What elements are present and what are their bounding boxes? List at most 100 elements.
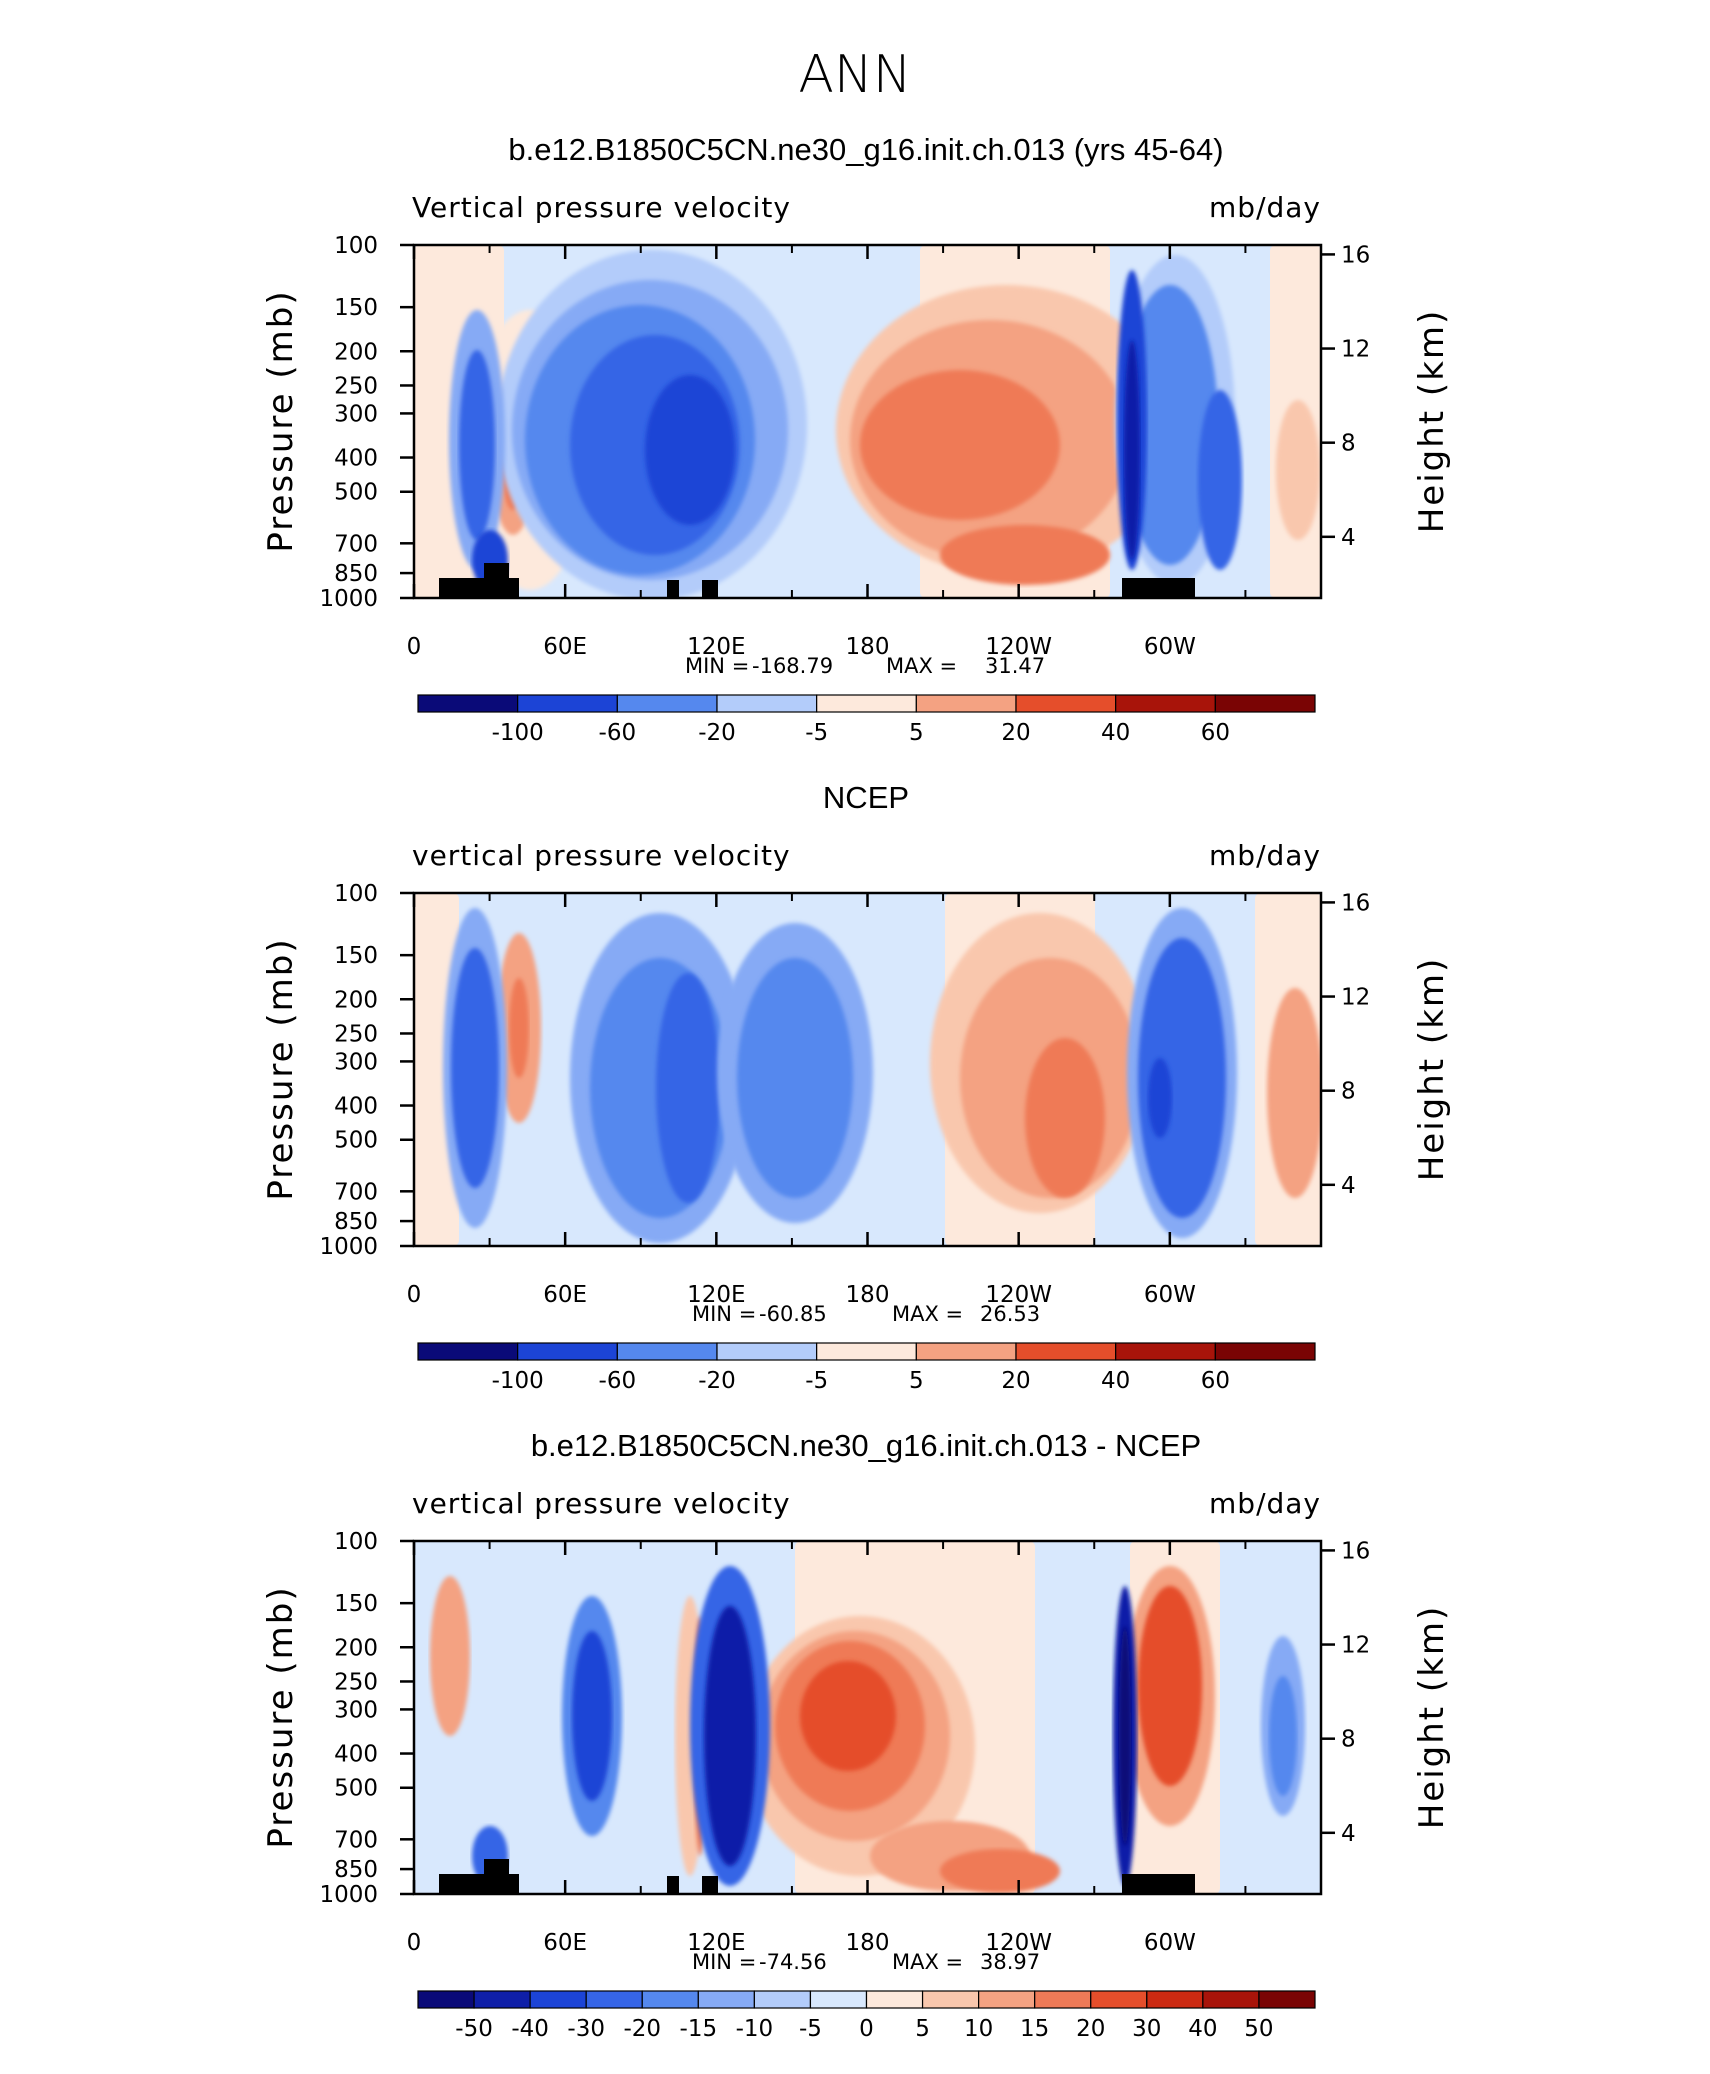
contour-blob <box>509 978 529 1078</box>
y-tick-label: 850 <box>334 1209 378 1235</box>
contour-blob <box>1148 1058 1172 1138</box>
contour-blob <box>1138 938 1226 1218</box>
plot-area <box>412 891 1323 1248</box>
x-tick-label: 60E <box>543 634 587 660</box>
colorbar-label: 20 <box>1001 1368 1030 1394</box>
contour-blob <box>800 1661 896 1771</box>
y-tick-label: 250 <box>334 1669 378 1695</box>
pressure-axis-title: Pressure (mb) <box>261 937 301 1200</box>
topography-block <box>484 1859 509 1894</box>
pressure-axis-title: Pressure (mb) <box>261 289 301 552</box>
y2-tick-label: 16 <box>1341 242 1370 268</box>
colorbar-box <box>915 1342 1017 1361</box>
y-tick-label: 100 <box>334 233 378 259</box>
units-label: mb/day <box>1209 1487 1321 1520</box>
height-axis-title: Height (km) <box>1412 1605 1452 1830</box>
contour-blob <box>572 1631 612 1801</box>
max-value: 31.47 <box>985 654 1045 678</box>
figure-title: ANN <box>798 45 911 105</box>
colorbar-box <box>716 1342 818 1361</box>
contour-blob <box>860 370 1060 520</box>
y-tick-label: 1000 <box>319 1882 378 1908</box>
colorbar-label: -40 <box>511 2016 549 2042</box>
x-tick-label: 0 <box>407 634 422 660</box>
colorbar-label: 5 <box>909 720 924 746</box>
contour-band <box>414 893 459 1246</box>
colorbar-box <box>1214 1342 1316 1361</box>
y-tick-label: 150 <box>334 943 378 969</box>
y-tick-label: 700 <box>334 1179 378 1205</box>
y-tick-label: 200 <box>334 339 378 365</box>
y-tick-label: 150 <box>334 1591 378 1617</box>
y-tick-label: 850 <box>334 1857 378 1883</box>
min-label: MIN = <box>685 654 749 678</box>
colorbar-box <box>1214 694 1316 713</box>
contour-blob <box>1267 988 1321 1198</box>
max-value: 38.97 <box>980 1950 1040 1974</box>
contour-blob <box>940 525 1110 585</box>
y2-tick-label: 4 <box>1341 1821 1356 1847</box>
contour-blob <box>1119 1626 1131 1846</box>
colorbar-label: -60 <box>599 1368 637 1394</box>
y-tick-label: 500 <box>334 1128 378 1154</box>
colorbar-label: 15 <box>1020 2016 1049 2042</box>
y2-tick-label: 12 <box>1341 985 1370 1011</box>
pressure-axis-title: Pressure (mb) <box>261 1585 301 1848</box>
colorbar: -100 -60 -20 -5 5 20 40 60 <box>417 1342 1316 1394</box>
colorbar-box <box>915 694 1017 713</box>
colorbar-label: -100 <box>492 720 544 746</box>
min-value: -60.85 <box>759 1302 827 1326</box>
colorbar-label: 20 <box>1001 720 1030 746</box>
x-tick-label: 180 <box>846 1282 890 1308</box>
colorbar-box <box>1115 1342 1216 1361</box>
contour-blob <box>451 948 499 1188</box>
panel-title: b.e12.B1850C5CN.ne30_g16.init.ch.013 (yr… <box>508 132 1223 167</box>
topography-mask <box>439 563 1195 598</box>
colorbar-box <box>616 1342 718 1361</box>
colorbar-label: 40 <box>1188 2016 1217 2042</box>
colorbar-label: -30 <box>567 2016 605 2042</box>
y2-tick-label: 12 <box>1341 1633 1370 1659</box>
x-tick-label: 60W <box>1144 1930 1196 1956</box>
contour-blob <box>430 1576 470 1736</box>
contour-blob <box>1124 340 1140 560</box>
colorbar: -50 -40 -30 -20 -15 -10 -5 0 5 10 15 20 30 40 50 <box>417 1990 1316 2042</box>
min-label: MIN = <box>692 1950 756 1974</box>
units-label: mb/day <box>1209 839 1321 872</box>
contour-field <box>414 1541 1321 1894</box>
colorbar-label: -20 <box>623 2016 661 2042</box>
height-axis-title: Height (km) <box>1412 957 1452 1182</box>
contour-blob <box>940 1849 1060 1893</box>
y2-tick-label: 16 <box>1341 1538 1370 1564</box>
colorbar-box <box>809 1990 868 2009</box>
contour-blob <box>704 1606 756 1866</box>
colorbar-box <box>865 1990 924 2009</box>
height-axis: 16 12 8 4 <box>1321 1538 1370 1847</box>
stats-line: MIN = -74.56 MAX = 38.97 <box>692 1950 1040 1974</box>
colorbar-box <box>1034 1990 1092 2009</box>
y-tick-label: 400 <box>334 1094 378 1120</box>
colorbar-label: 40 <box>1101 1368 1130 1394</box>
contour-field <box>414 893 1321 1246</box>
contour-blob <box>1276 400 1320 540</box>
y-tick-label: 200 <box>334 987 378 1013</box>
colorbar-label: 40 <box>1101 720 1130 746</box>
colorbar-box <box>1015 1342 1117 1361</box>
contour-field <box>414 245 1321 598</box>
colorbar-box <box>816 694 917 713</box>
contour-blob <box>737 958 853 1198</box>
colorbar-label: -20 <box>698 1368 736 1394</box>
topography-block <box>1122 1874 1195 1894</box>
y-tick-label: 250 <box>334 373 378 399</box>
colorbar-box <box>1015 694 1117 713</box>
min-label: MIN = <box>692 1302 756 1326</box>
x-tick-label: 60E <box>543 1930 587 1956</box>
max-label: MAX = <box>892 1950 963 1974</box>
x-tick-label: 120E <box>687 1282 745 1308</box>
colorbar-label: -5 <box>799 2016 822 2042</box>
height-axis: 16 12 8 4 <box>1321 890 1370 1199</box>
colorbar-box <box>1090 1990 1148 2009</box>
